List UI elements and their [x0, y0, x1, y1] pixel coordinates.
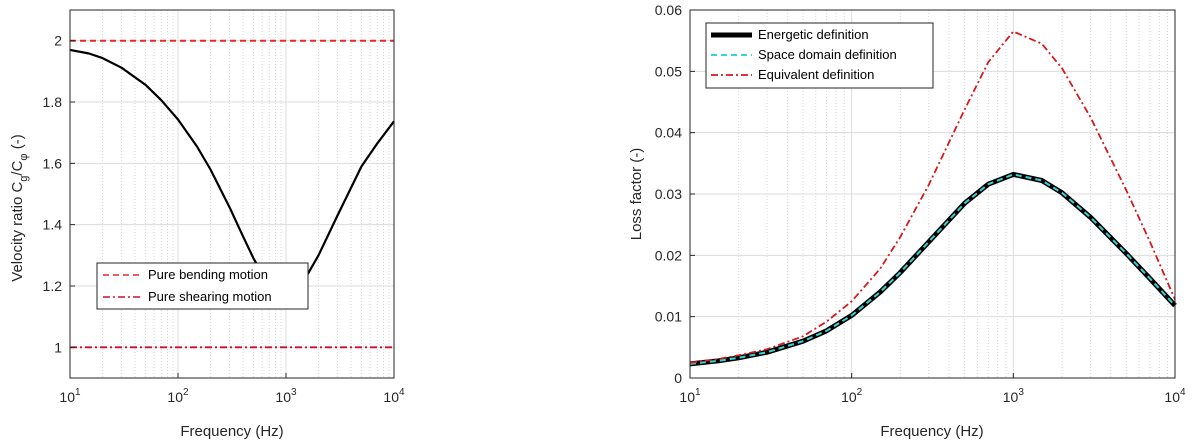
y-tick-label: 0.04 [655, 125, 682, 141]
x-tick-label: 101 [679, 387, 701, 405]
legend-label-pure-shearing: Pure shearing motion [148, 289, 272, 304]
y-tick-label: 1.4 [43, 217, 63, 233]
x-tick-label: 104 [383, 387, 405, 405]
series-layer [689, 30, 1177, 367]
x-axis-label: Frequency (Hz) [880, 423, 983, 440]
y-tick-label: 1 [54, 339, 62, 355]
y-tick-label: 0.06 [655, 2, 682, 18]
y-tick-label: 0.05 [655, 63, 682, 79]
x-tick-label: 103 [1003, 387, 1025, 405]
ticks: 101 102 103 104 1 1.2 1.4 1.6 1.8 2 [43, 33, 405, 405]
loss-factor-chart: 101 102 103 104 0 0.01 0.02 0.03 0.04 0.05 0.06 Fr… [628, 2, 1186, 440]
legend-label-space-domain: Space domain definition [758, 47, 897, 62]
x-axis-label: Frequency (Hz) [180, 423, 283, 440]
legend-label-energetic: Energetic definition [758, 27, 869, 42]
y-tick-label: 0.02 [655, 247, 682, 263]
series-line-equivalent-definition [689, 30, 1176, 364]
legend: Pure bending motion Pure shearing motion [96, 262, 309, 310]
y-tick-label: 1.6 [43, 155, 63, 171]
velocity-ratio-chart: 101 102 103 104 1 1.2 1.4 1.6 1.8 2 Frequency (Hz… [9, 9, 405, 440]
y-tick-label: 0.01 [655, 309, 682, 325]
y-tick-label: 1.2 [43, 278, 63, 294]
y-tick-label: 0 [674, 370, 682, 386]
y-tick-label: 2 [54, 33, 62, 49]
series-line-velocity-ratio [69, 48, 395, 295]
series-line-energetic-definition [689, 171, 1177, 367]
legend: Energetic definition Space domain defini… [705, 22, 934, 89]
ticks: 101 102 103 104 0 0.01 0.02 0.03 0.04 0.05 0.06 [655, 2, 1186, 405]
x-tick-label: 104 [1164, 387, 1186, 405]
series-layer [69, 39, 395, 349]
y-axis-label: Velocity ratio Cg/Cφ (-) [9, 134, 30, 281]
y-axis-label: Loss factor (-) [628, 148, 645, 241]
legend-label-equivalent: Equivalent definition [758, 67, 874, 82]
plot-frame [69, 9, 395, 379]
series-line-space-domain-definition [689, 173, 1176, 365]
x-tick-label: 102 [841, 387, 863, 405]
legend-label-pure-bending: Pure bending motion [148, 267, 268, 282]
x-tick-label: 102 [167, 387, 189, 405]
x-tick-label: 101 [59, 387, 81, 405]
legend-box [96, 262, 309, 310]
grid [69, 10, 395, 378]
y-tick-label: 1.8 [43, 94, 63, 110]
y-tick-label: 0.03 [655, 186, 682, 202]
x-tick-label: 103 [275, 387, 297, 405]
